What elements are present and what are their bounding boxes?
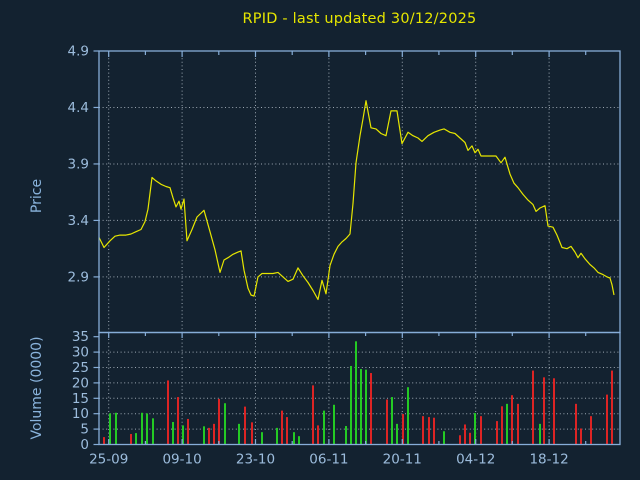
volume-bar: [543, 377, 545, 445]
volume-bar: [115, 412, 117, 445]
volume-tick-label: 30: [72, 345, 89, 361]
volume-bar: [355, 341, 357, 445]
volume-bar: [312, 385, 314, 445]
volume-bar: [276, 427, 278, 445]
volume-bar: [182, 425, 184, 445]
volume-bar: [135, 433, 137, 445]
volume-bar: [553, 378, 555, 445]
volume-bar: [218, 398, 220, 445]
axis-ticks: [93, 50, 587, 446]
volume-bar: [261, 432, 263, 445]
volume-bar: [480, 416, 482, 445]
date-tick-label: 18-12: [529, 452, 568, 468]
volume-bar: [402, 414, 404, 445]
volume-bar: [167, 380, 169, 445]
volume-bar: [365, 369, 367, 445]
price-tick-label: 4.9: [68, 44, 89, 60]
volume-bar: [575, 403, 577, 445]
date-tick-label: 25-09: [89, 452, 128, 468]
volume-bar: [360, 369, 362, 445]
volume-bar: [213, 423, 215, 445]
volume-bar: [370, 373, 372, 445]
volume-bar: [391, 397, 393, 445]
date-tick-label: 04-12: [456, 452, 495, 468]
volume-bar: [251, 422, 253, 445]
volume-bar: [428, 417, 430, 445]
volume-bar: [469, 432, 471, 445]
volume-bar: [396, 423, 398, 445]
date-tick-label: 23-10: [236, 452, 275, 468]
price-tick-label: 2.9: [68, 269, 89, 285]
volume-bar: [130, 434, 132, 445]
volume-bar: [407, 387, 409, 445]
volume-bar: [532, 370, 534, 445]
volume-bar: [177, 397, 179, 445]
volume-panel-frame: [98, 331, 621, 446]
volume-bar: [345, 426, 347, 445]
volume-bars: [103, 341, 613, 445]
volume-bar: [172, 422, 174, 445]
volume-bar: [333, 404, 335, 445]
volume-bar: [580, 428, 582, 445]
volume-bar: [146, 413, 148, 445]
volume-bar: [464, 424, 466, 445]
volume-bar: [224, 403, 226, 445]
volume-bar: [611, 370, 613, 445]
volume-bar: [109, 413, 111, 445]
volume-tick-label: 25: [72, 360, 89, 376]
volume-bar: [443, 431, 445, 445]
volume-bar: [323, 410, 325, 445]
volume-bar: [517, 403, 519, 445]
volume-bar: [459, 435, 461, 445]
volume-tick-label: 35: [72, 329, 89, 345]
price-line: [98, 100, 615, 301]
price-panel-frame: [98, 50, 621, 334]
volume-bar: [506, 403, 508, 445]
volume-tick-label: 0: [80, 437, 89, 453]
volume-bar: [152, 418, 154, 445]
price-tick-label: 3.9: [68, 156, 89, 172]
volume-bar: [606, 394, 608, 445]
volume-tick-label: 10: [72, 406, 89, 422]
volume-bar: [187, 418, 189, 445]
volume-tick-label: 15: [72, 391, 89, 407]
volume-bar: [511, 395, 513, 445]
volume-bar: [208, 427, 210, 445]
volume-tick-label: 20: [72, 375, 89, 391]
volume-bar: [203, 426, 205, 445]
volume-bar: [433, 417, 435, 445]
panel-frames: [98, 50, 621, 446]
volume-bar: [386, 399, 388, 445]
date-tick-label: 20-11: [383, 452, 422, 468]
gridlines: [99, 51, 620, 445]
volume-bar: [501, 406, 503, 445]
volume-bar: [590, 416, 592, 445]
volume-bar: [238, 423, 240, 445]
volume-bar: [281, 410, 283, 445]
volume-bar: [293, 432, 295, 445]
date-tick-label: 06-11: [309, 452, 348, 468]
volume-bar: [539, 423, 541, 445]
volume-bar: [350, 365, 352, 445]
volume-bar: [103, 437, 105, 445]
chart-title: RPID - last updated 30/12/2025: [242, 11, 477, 27]
volume-bar: [474, 413, 476, 445]
volume-tick-label: 5: [80, 422, 89, 438]
volume-bar: [286, 417, 288, 445]
volume-bar: [244, 406, 246, 445]
price-tick-label: 4.4: [68, 100, 89, 116]
price-tick-label: 3.4: [68, 213, 89, 229]
volume-bar: [422, 416, 424, 445]
volume-bar: [496, 421, 498, 445]
volume-bar: [141, 412, 143, 445]
volume-bar: [298, 436, 300, 445]
price-series: [98, 100, 615, 301]
date-tick-label: 09-10: [162, 452, 201, 468]
volume-bar: [317, 425, 319, 445]
